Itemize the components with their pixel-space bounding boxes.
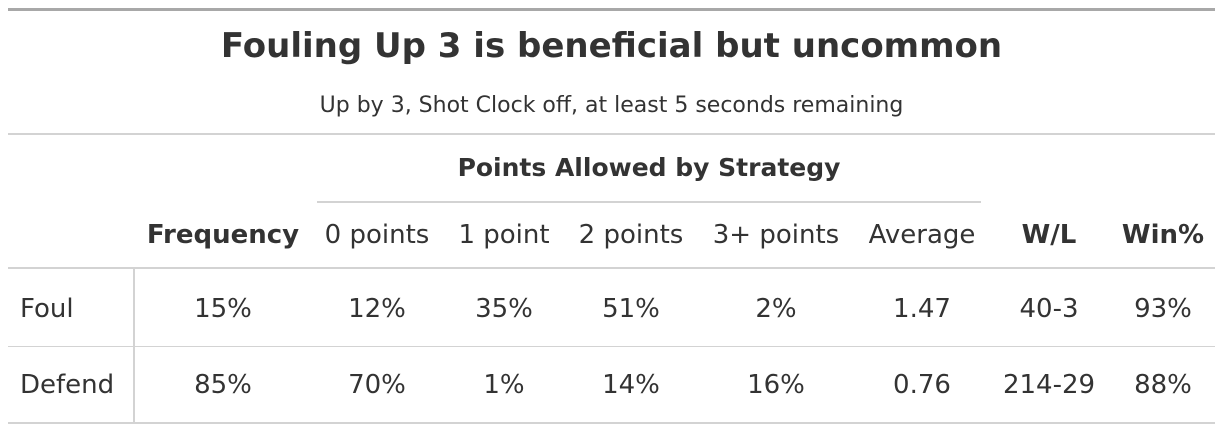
table-subtitle: Up by 3, Shot Clock off, at least 5 seco… xyxy=(319,93,904,118)
table-cell: 51% xyxy=(602,294,660,324)
row-label-defend: Defend xyxy=(20,370,115,400)
table-cell: 35% xyxy=(475,294,533,324)
column-spanner: Points Allowed by Strategy xyxy=(457,153,841,182)
column-header-frequency: Frequency xyxy=(146,220,300,250)
table-cell: 16% xyxy=(747,370,805,400)
table-cell: 1.47 xyxy=(893,294,951,324)
table-cell: 40-3 xyxy=(1019,294,1079,324)
row-label-foul: Foul xyxy=(20,294,74,324)
table-cell: 214-29 xyxy=(1002,370,1096,400)
column-header-rule xyxy=(8,267,1215,269)
table-cell: 12% xyxy=(348,294,406,324)
table-cell: 14% xyxy=(602,370,660,400)
table-cell: 70% xyxy=(348,370,406,400)
heading-rule xyxy=(8,133,1215,135)
table-cell: 1% xyxy=(483,370,525,400)
bottom-rule xyxy=(8,422,1215,424)
spanner-underline xyxy=(317,201,981,203)
column-header-average: Average xyxy=(868,220,976,250)
column-header-wl: W/L xyxy=(1021,220,1077,250)
row-divider xyxy=(8,346,1215,347)
table-cell: 93% xyxy=(1134,294,1192,324)
table-title: Fouling Up 3 is beneficial but uncommon xyxy=(220,26,1003,66)
table-cell: 2% xyxy=(755,294,797,324)
column-header-win-pct: Win% xyxy=(1121,220,1205,250)
stub-divider xyxy=(133,269,135,422)
column-header-1-point: 1 point xyxy=(458,220,550,250)
table-cell: 85% xyxy=(194,370,252,400)
top-rule xyxy=(8,8,1215,11)
table-cell: 15% xyxy=(194,294,252,324)
column-header-0-points: 0 points xyxy=(324,220,430,250)
column-header-2-points: 2 points xyxy=(578,220,684,250)
table-cell: 88% xyxy=(1134,370,1192,400)
table-cell: 0.76 xyxy=(893,370,951,400)
column-header-3plus-points: 3+ points xyxy=(712,220,840,250)
